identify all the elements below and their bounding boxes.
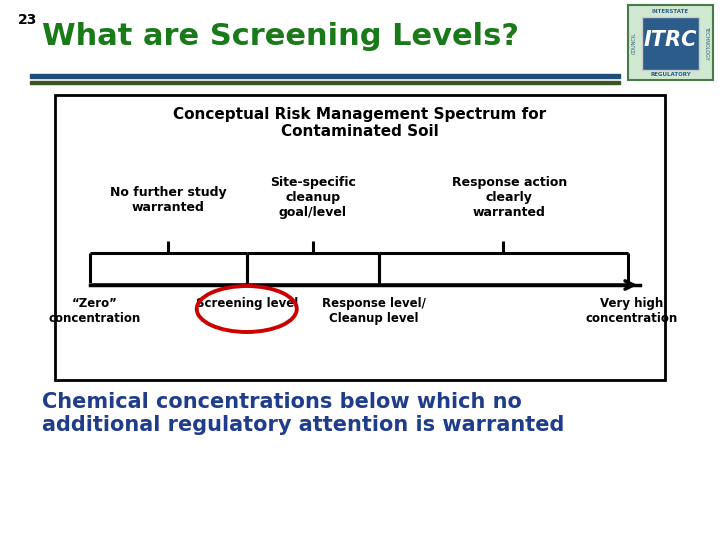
Text: Response level/
Cleanup level: Response level/ Cleanup level [322, 297, 426, 325]
FancyBboxPatch shape [55, 95, 665, 380]
Text: Very high
concentration: Very high concentration [586, 297, 678, 325]
Bar [30, 81, 620, 84]
Text: ITRC: ITRC [644, 30, 697, 51]
Text: “Zero”
concentration: “Zero” concentration [49, 297, 141, 325]
Bar [30, 74, 620, 78]
Text: INTERSTATE: INTERSTATE [652, 9, 689, 14]
Text: Response action
clearly
warranted: Response action clearly warranted [451, 176, 567, 219]
FancyBboxPatch shape [642, 17, 699, 70]
Text: No further study
warranted: No further study warranted [110, 186, 227, 214]
Text: COUNCIL: COUNCIL [631, 31, 636, 53]
Text: What are Screening Levels?: What are Screening Levels? [42, 22, 519, 51]
Text: REGULATORY: REGULATORY [650, 72, 691, 77]
Text: Chemical concentrations below which no
additional regulatory attention is warran: Chemical concentrations below which no a… [42, 392, 564, 435]
Text: Conceptual Risk Management Spectrum for
Contaminated Soil: Conceptual Risk Management Spectrum for … [174, 107, 546, 139]
FancyBboxPatch shape [628, 5, 713, 80]
Text: TECHNOLOGY: TECHNOLOGY [704, 26, 709, 59]
Text: Site-specific
cleanup
goal/level: Site-specific cleanup goal/level [270, 176, 356, 219]
Text: 23: 23 [18, 13, 37, 27]
Text: Screening level: Screening level [196, 297, 298, 310]
